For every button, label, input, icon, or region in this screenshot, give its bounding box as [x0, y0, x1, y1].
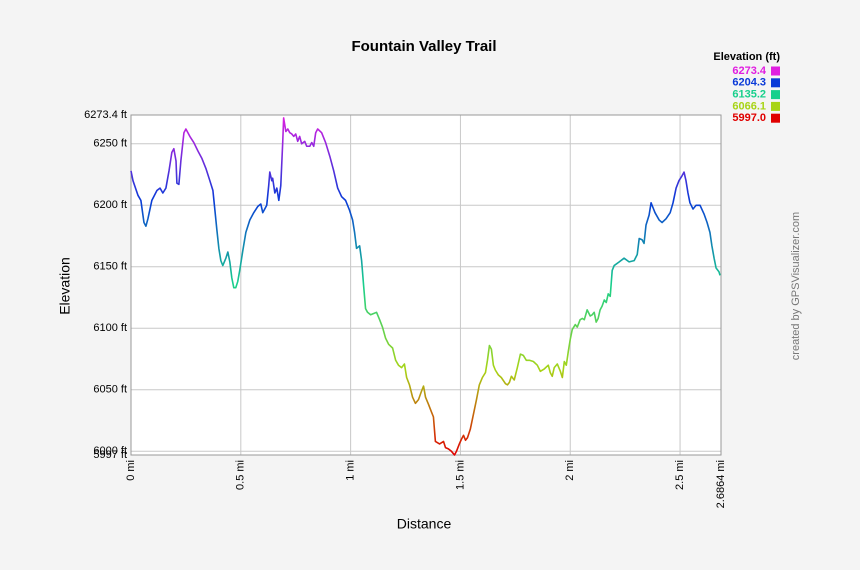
- plot-border: [130, 114, 722, 456]
- y-tick-label: 5997 ft: [93, 449, 127, 461]
- legend-swatch: [771, 66, 780, 76]
- y-tick-label: 6100 ft: [93, 322, 127, 334]
- x-tick-label: 0.5 mi: [235, 460, 247, 490]
- chart-title: Fountain Valley Trail: [351, 38, 496, 55]
- legend-title: Elevation (ft): [713, 51, 780, 63]
- elevation-line: [130, 117, 721, 456]
- y-tick-label: 6050 ft: [93, 384, 127, 396]
- legend-swatch: [771, 78, 780, 88]
- legend-swatch: [771, 113, 780, 123]
- legend-swatch: [771, 90, 780, 100]
- y-axis-label: Elevation: [57, 257, 73, 315]
- y-tick-label: 6200 ft: [93, 199, 127, 211]
- legend-swatch: [771, 101, 780, 111]
- x-tick-label: 2.6864 mi: [715, 460, 727, 508]
- x-tick-label: 1.5 mi: [454, 460, 466, 490]
- legend-label: 6066.1: [732, 100, 766, 112]
- x-tick-label: 0 mi: [125, 460, 137, 481]
- x-axis-label: Distance: [397, 516, 452, 532]
- legend-label: 6273.4: [732, 65, 767, 77]
- x-tick-label: 2 mi: [564, 460, 576, 481]
- legend-label: 6135.2: [732, 89, 766, 101]
- y-tick-label: 6000 ft: [93, 445, 127, 457]
- y-tick-label: 6250 ft: [93, 138, 127, 150]
- x-tick-label: 1 mi: [345, 460, 357, 481]
- y-tick-label: 6273.4 ft: [84, 109, 127, 121]
- legend-label: 6204.3: [732, 77, 766, 89]
- y-tick-label: 6150 ft: [93, 261, 127, 273]
- x-tick-label: 2.5 mi: [674, 460, 686, 490]
- plot-area: [131, 115, 721, 455]
- credit: created by GPSVisualizer.com: [790, 212, 802, 360]
- legend-label: 5997.0: [732, 112, 766, 124]
